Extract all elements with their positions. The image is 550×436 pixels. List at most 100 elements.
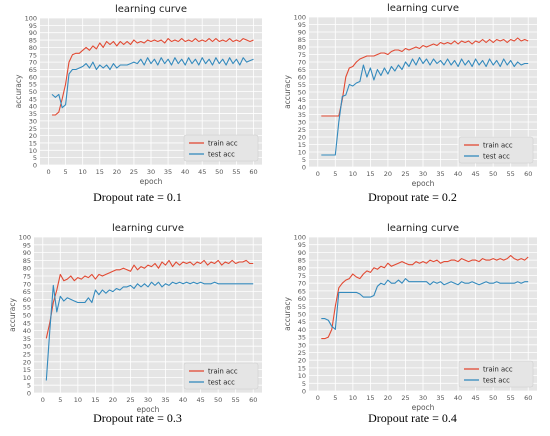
chart-panel-4: 0 5 10 15 20 25 30 35 40 45 50 55 60 65 70 75 80 85 90 95 10… [275,218,550,436]
x-tick-label: 60 [524,170,532,178]
y-tick-label: 40 [23,327,31,335]
x-tick-label: 5 [58,396,62,404]
x-tick-label: 40 [454,394,462,402]
y-tick-label: 65 [298,287,306,295]
y-tick-label: 80 [23,265,31,273]
y-tick-label: 20 [298,357,306,365]
y-tick-label: 50 [298,89,306,97]
y-tick-label: 30 [23,343,31,351]
chart-panel-3: 0 5 10 15 20 25 30 35 40 45 50 55 60 65 70 75 80 85 90 95 10… [0,218,275,436]
y-tick-label: 100 [25,15,37,23]
x-tick-label: 50 [489,170,497,178]
y-tick-label: 95 [298,241,306,249]
y-tick-label: 0 [33,162,37,170]
x-tick-label: 55 [507,394,515,402]
x-tick-label: 5 [333,170,337,178]
y-tick-label: 20 [298,134,306,142]
y-axis-label: accuracy [283,75,292,109]
x-tick-label: 40 [181,168,189,176]
y-tick-label: 65 [29,66,37,74]
x-tick-label: 10 [349,170,357,178]
x-tick-label: 0 [41,396,45,404]
y-tick-label: 25 [298,126,306,134]
y-tick-label: 100 [19,234,31,242]
y-tick-label: 45 [29,95,37,103]
x-tick-label: 40 [179,396,187,404]
y-axis-label: accuracy [8,298,17,332]
y-tick-label: 5 [27,382,31,390]
x-axis-label: epoch [137,405,160,414]
y-tick-label: 50 [298,311,306,319]
y-tick-label: 60 [298,295,306,303]
x-tick-label: 25 [130,168,138,176]
x-tick-label: 60 [524,394,532,402]
x-tick-label: 0 [46,168,50,176]
y-tick-label: 75 [298,272,306,280]
y-tick-label: 85 [23,257,31,265]
legend-label-test: test acc [208,151,235,159]
y-tick-label: 55 [298,303,306,311]
chart-title: learning curve [115,4,187,15]
train-acc-line [52,38,254,116]
y-tick-label: 10 [298,372,306,380]
x-tick-label: 55 [232,168,240,176]
chart-caption-2: Dropout rate = 0.2 [368,190,457,204]
x-tick-label: 30 [147,168,155,176]
y-axis-label: accuracy [283,297,292,331]
y-tick-label: 80 [29,44,37,52]
y-tick-label: 95 [23,241,31,249]
y-tick-label: 20 [29,132,37,140]
x-tick-label: 40 [454,170,462,178]
y-tick-label: 75 [23,273,31,281]
legend-label-train: train acc [208,368,238,376]
y-tick-label: 70 [29,59,37,67]
chart-svg-2: 0510152025303540455055606570758085909510… [283,3,537,188]
y-tick-label: 95 [298,21,306,29]
y-tick-label: 85 [298,36,306,44]
y-tick-label: 15 [298,141,306,149]
y-tick-label: 100 [294,14,306,22]
train-acc-line [321,254,529,340]
x-tick-label: 25 [401,394,409,402]
y-tick-label: 50 [29,88,37,96]
x-tick-label: 5 [333,394,337,402]
chart-title: learning curve [387,223,459,234]
x-tick-label: 25 [126,396,134,404]
legend-label-test: test acc [483,153,510,161]
y-tick-label: 85 [298,257,306,265]
x-tick-label: 0 [316,394,320,402]
y-tick-label: 75 [29,51,37,59]
x-tick-label: 25 [401,170,409,178]
y-tick-label: 45 [23,319,31,327]
x-tick-label: 20 [384,394,392,402]
x-tick-label: 60 [249,168,257,176]
chart-panel-1: 0 5 10 15 20 25 30 35 40 45 50 55 60 65 70 75 80 85 90 95 10… [0,0,275,218]
y-tick-label: 10 [29,147,37,155]
chart-caption-4: Dropout rate = 0.4 [368,411,457,425]
y-tick-label: 15 [29,139,37,147]
x-tick-label: 50 [489,394,497,402]
x-tick-label: 20 [109,396,117,404]
y-tick-label: 70 [298,59,306,67]
y-tick-label: 90 [298,249,306,257]
x-tick-label: 15 [96,168,104,176]
y-tick-label: 30 [298,119,306,127]
legend-label-train: train acc [483,142,513,150]
chart-svg-3: 0510152025303540455055606570758085909510… [8,223,262,414]
x-tick-label: 45 [471,170,479,178]
y-tick-label: 5 [302,156,306,164]
y-tick-label: 65 [23,288,31,296]
y-tick-label: 55 [29,81,37,89]
y-tick-label: 65 [298,66,306,74]
y-tick-label: 75 [298,51,306,59]
y-tick-label: 40 [298,104,306,112]
legend-label-train: train acc [208,140,238,148]
x-tick-label: 45 [198,168,206,176]
x-tick-label: 55 [507,170,515,178]
x-tick-label: 30 [419,170,427,178]
y-tick-label: 60 [29,73,37,81]
y-tick-label: 15 [23,366,31,374]
x-tick-label: 30 [419,394,427,402]
test-acc-line [321,56,529,156]
chart-panel-2: 0 5 10 15 20 25 30 35 40 45 50 55 60 65 70 75 80 85 90 95 10… [275,0,550,218]
